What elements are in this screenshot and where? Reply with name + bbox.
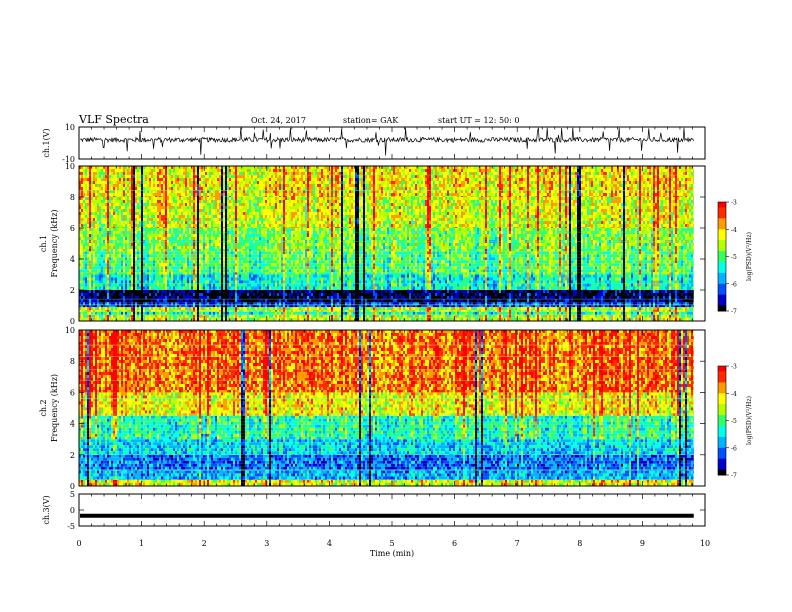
ch1-spectrogram-ylabel-channel: ch.1 <box>39 235 48 252</box>
x-axis-label: Time (min) <box>370 549 414 558</box>
ch1-waveform-ylabel: ch.1(V) <box>42 128 51 157</box>
ch1-waveform-ytick-label: 10 <box>65 123 75 132</box>
ch2-spectrogram-ytick-label: 8 <box>70 357 75 366</box>
ch1-spectrogram-ytick-label: 0 <box>70 317 75 326</box>
x-tick-label: 4 <box>327 539 332 548</box>
x-tick-label: 7 <box>515 539 520 548</box>
ch1-spectrogram-ytick-label: 10 <box>65 162 75 171</box>
x-tick-label: 5 <box>389 539 394 548</box>
ch1-spectrogram-image <box>79 166 705 321</box>
ch3-waveform-ytick-label: 5 <box>70 490 75 499</box>
ch1-colorbar-tick: -3 <box>731 200 737 207</box>
ch2-colorbar-label: log(PSD)(V²/Hz) <box>746 396 753 445</box>
x-tick-label: 3 <box>264 539 269 548</box>
x-tick-label: 6 <box>452 539 457 548</box>
ch2-colorbar <box>718 366 726 476</box>
ch2-colorbar-tick: -4 <box>731 391 737 398</box>
ch1-colorbar-label: log(PSD)(V²/Hz) <box>746 232 753 281</box>
ch3-waveform-ytick-label: -5 <box>67 522 75 531</box>
ch2-colorbar-tick: -7 <box>731 473 737 480</box>
x-tick-label: 10 <box>700 539 710 548</box>
ch1-spectrogram-ylabel: Frequency (kHz) <box>50 209 59 277</box>
ch2-spectrogram-ytick-label: 2 <box>70 451 75 460</box>
ch2-spectrogram-ytick-label: 4 <box>70 420 75 429</box>
ch1-spectrogram-ytick-label: 8 <box>70 193 75 202</box>
ch1-spectrogram-ytick-label: 6 <box>70 224 75 233</box>
x-tick-label: 2 <box>202 539 207 548</box>
ch1-colorbar-tick: -5 <box>731 254 737 261</box>
ch1-colorbar-tick: -4 <box>731 227 737 234</box>
ch2-spectrogram-ylabel-channel: ch.2 <box>39 399 48 416</box>
ch1-colorbar-tick: -7 <box>731 309 737 316</box>
ch1-spectrogram-ytick-label: 4 <box>70 255 75 264</box>
ch1-colorbar-tick: -6 <box>731 281 737 288</box>
x-tick-label: 8 <box>577 539 582 548</box>
x-tick-label: 0 <box>76 539 81 548</box>
ch2-spectrogram-image <box>79 330 705 486</box>
ch1-colorbar <box>718 202 726 312</box>
ch2-colorbar-tick: -6 <box>731 445 737 452</box>
x-tick-label: 9 <box>640 539 645 548</box>
ch2-colorbar-tick: -3 <box>731 364 737 371</box>
ch1-spectrogram-ytick-label: 2 <box>70 286 75 295</box>
ch3-waveform-ytick-label: 0 <box>70 506 75 515</box>
ch2-spectrogram-ytick-label: 6 <box>70 388 75 397</box>
ch2-spectrogram-ylabel: Frequency (kHz) <box>50 374 59 442</box>
ch2-spectrogram-ytick-label: 10 <box>65 326 75 335</box>
ch2-colorbar-tick: -5 <box>731 418 737 425</box>
ch1-waveform-line <box>80 128 694 156</box>
ch3-waveform-ylabel: ch.3(V) <box>42 495 51 524</box>
x-tick-label: 1 <box>139 539 144 548</box>
